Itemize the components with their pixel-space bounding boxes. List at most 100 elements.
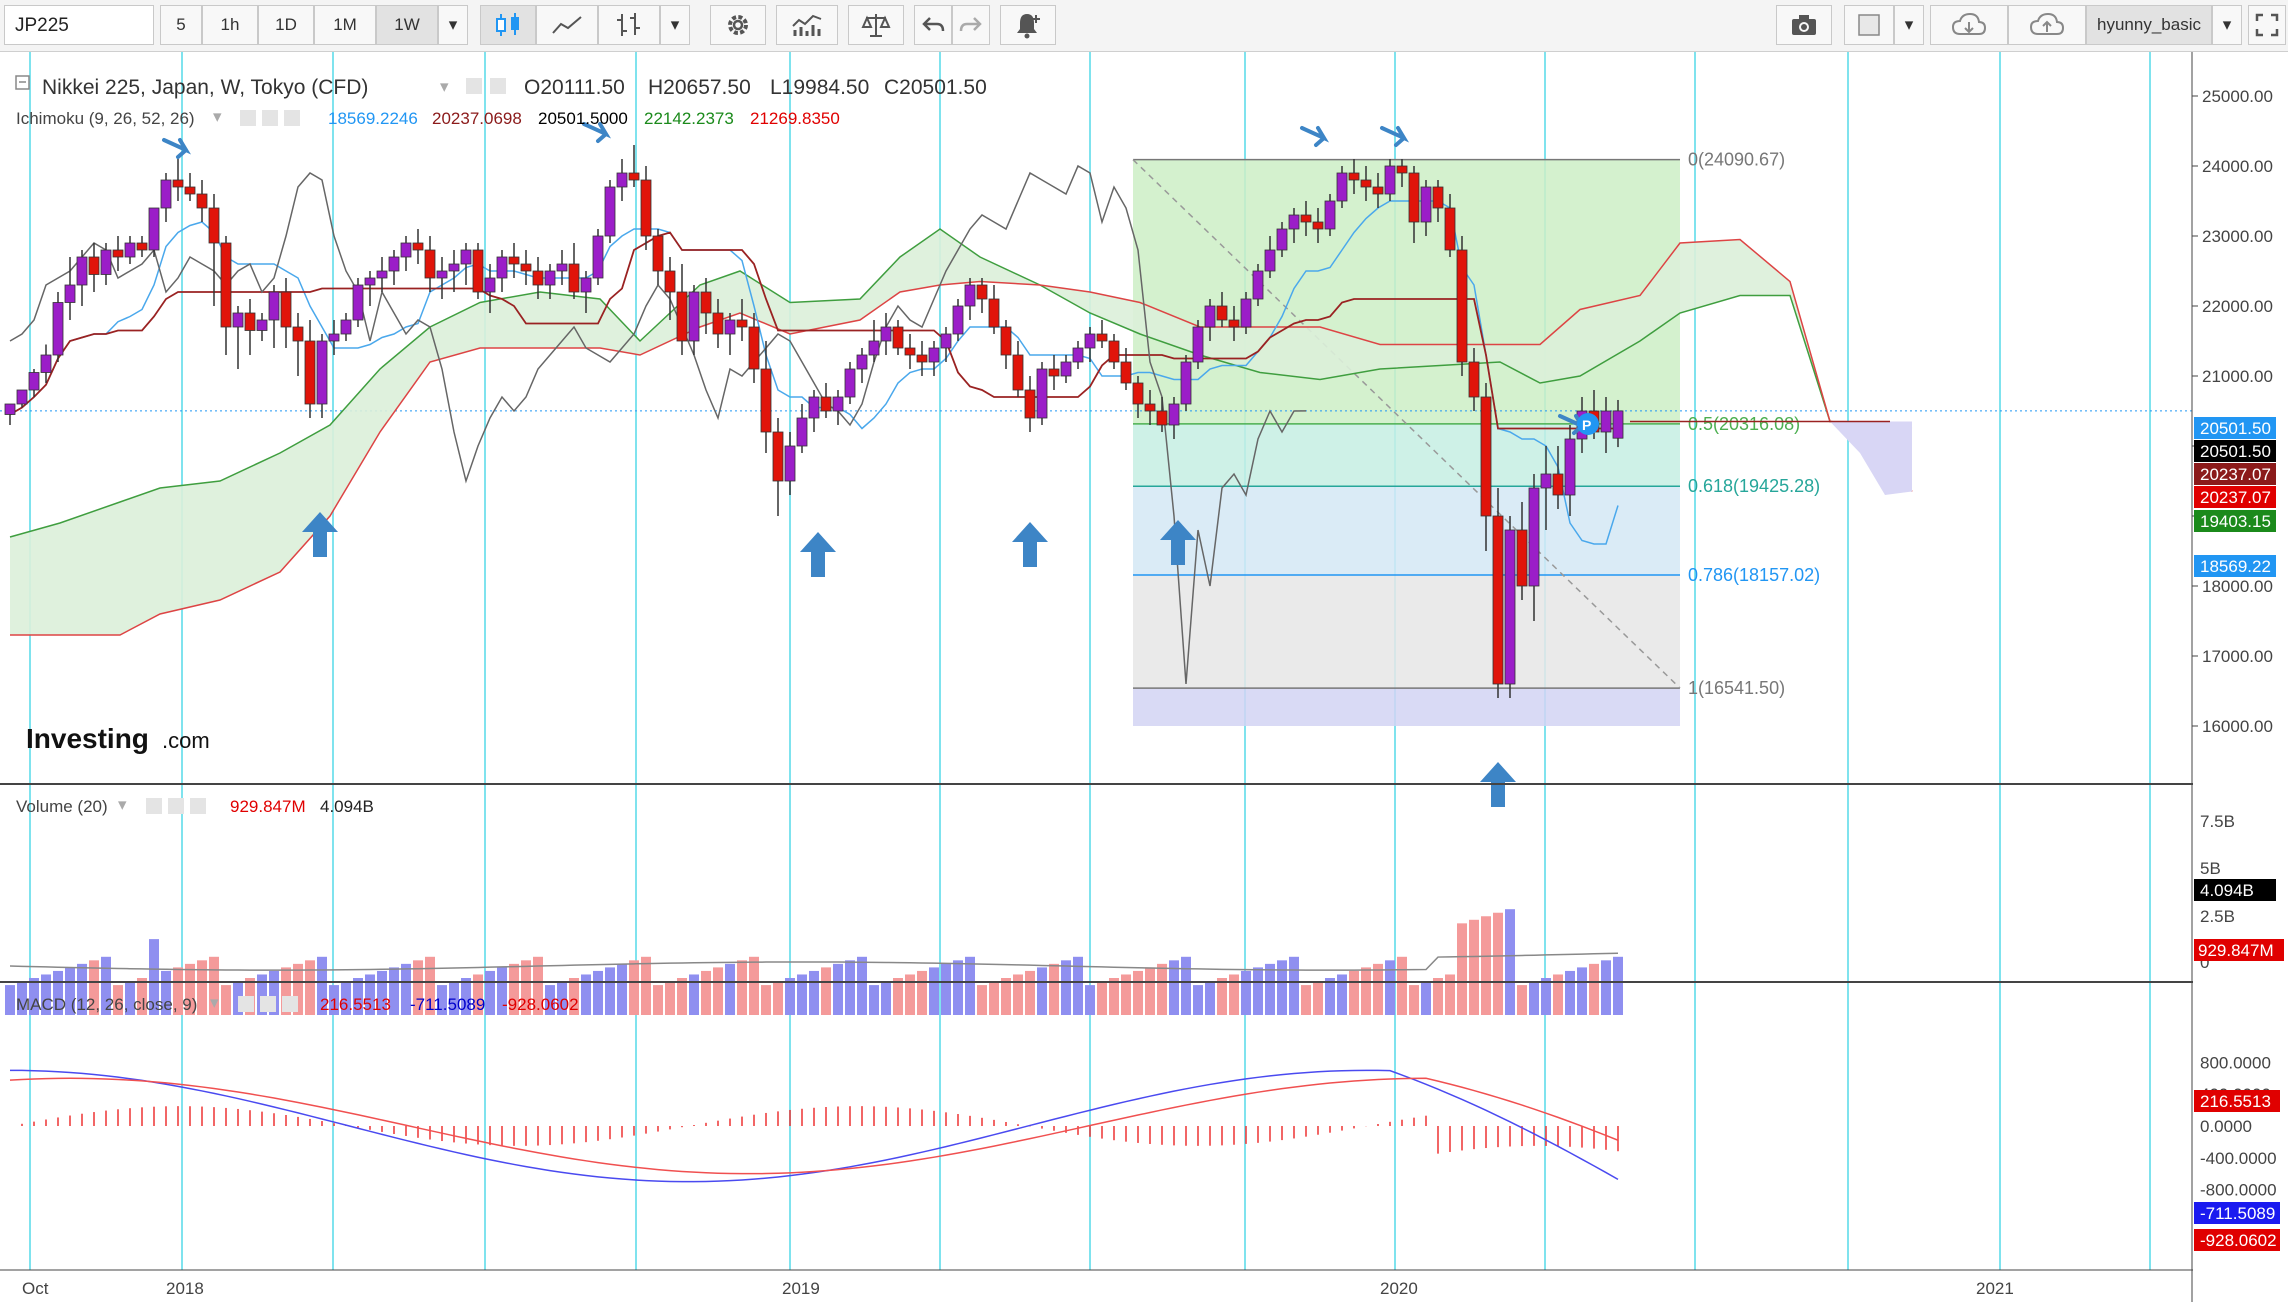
macd-badge-label: -928.0602 [2200,1231,2277,1250]
bar-type-icon[interactable] [598,5,660,45]
candle-body [1540,473,1552,489]
interval-dropdown-icon[interactable]: ▾ [438,5,468,45]
chart-area[interactable]: 0(24090.67) 0.5(20316.08) 0.618(19425.28) 0… [0,52,2288,1302]
close-icon[interactable] [190,798,206,814]
candles-icon[interactable] [480,5,536,45]
eye-icon[interactable] [240,110,256,126]
time-axis-label: 2020 [1380,1279,1418,1298]
volume-bar [773,981,783,1015]
macd-value-3: -928.0602 [502,995,579,1014]
price-badge-label: 18569.22 [2200,557,2271,576]
eye-icon[interactable] [146,798,162,814]
chevron-down-icon[interactable]: ▾ [210,993,219,1012]
chevron-down-icon[interactable]: ▾ [118,795,127,814]
line-chart-icon[interactable] [536,5,598,45]
volume-bar [209,956,219,1015]
price-axis: 25000.00 24000.00 23000.00 22000.00 21000.00… [2192,87,2276,736]
macd-value-2: -711.5089 [410,995,485,1014]
volume-bar [1013,974,1023,1015]
candle-body [520,263,532,272]
settings-icon[interactable] [710,5,766,45]
candle-body [28,372,40,391]
gear-icon[interactable] [260,996,276,1012]
cloud-upload-icon[interactable] [2008,5,2086,45]
compare-icon[interactable] [848,5,904,45]
interval-1w-button[interactable]: 1W [376,5,438,45]
symbol-title: Nikkei 225, Japan, W, Tokyo (CFD) [42,76,368,99]
macd-value-1: 216.5513 [320,995,391,1014]
candle-body [460,249,472,265]
alert-icon[interactable] [1000,5,1056,45]
volume-badge [2194,939,2284,961]
volume-bar [89,960,99,1015]
volume-bar [689,974,699,1015]
interval-5-button[interactable]: 5 [160,5,202,45]
candle-body [1216,305,1228,321]
eye-icon[interactable] [466,78,482,94]
volume-bar [1145,967,1155,1015]
volume-tick-label: 7.5B [2200,812,2235,831]
price-tick-label: 18000.00 [2202,577,2273,596]
candle-body [1384,165,1396,195]
user-menu-button[interactable]: hyunny_basic [2086,5,2212,45]
pointer-arrow-icon [1380,126,1410,147]
volume-bar [1265,963,1275,1015]
interval-1d-button[interactable]: 1D [258,5,314,45]
camera-icon[interactable] [1776,5,1832,45]
volume-bar [257,974,267,1015]
volume-bar [821,967,831,1015]
chevron-down-icon[interactable]: ▾ [440,77,449,96]
candle-body [400,242,412,258]
gear-icon[interactable] [168,798,184,814]
candle-body [844,368,856,398]
close-icon[interactable] [284,110,300,126]
volume-bar [1541,978,1551,1015]
bar-type-dropdown-icon[interactable]: ▾ [660,5,690,45]
volume-bar [593,970,603,1015]
symbol-input[interactable]: JP225 [4,5,154,45]
close-icon[interactable] [282,996,298,1012]
redo-icon[interactable] [952,5,990,45]
up-arrow-icon [302,512,338,557]
volume-bar [1301,985,1311,1015]
volume-bar [1277,960,1287,1015]
collapse-icon[interactable] [15,75,30,90]
candle-body [700,291,712,314]
color-square-icon[interactable] [1844,5,1894,45]
interval-1m-button[interactable]: 1M [314,5,376,45]
volume-bar [1229,974,1239,1015]
candle-body [1156,410,1168,426]
chevron-down-icon[interactable]: ▾ [213,107,222,126]
fibonacci-retracement[interactable]: 0(24090.67) 0.5(20316.08) 0.618(19425.28) 0… [0,150,2192,726]
cloud-download-icon[interactable] [1930,5,2008,45]
candle-body [148,207,160,251]
candle-body [532,270,544,286]
volume-bar [1025,970,1035,1015]
volume-bar [509,963,519,1015]
candle-body [160,179,172,209]
volume-bar [653,985,663,1015]
candle-body [448,263,460,272]
candle-body [940,333,952,349]
candle-body [1492,515,1504,685]
color-dropdown-icon[interactable]: ▾ [1894,5,1924,45]
candle-body [856,354,868,370]
user-dropdown-icon[interactable]: ▾ [2212,5,2242,45]
candle-body [580,277,592,293]
interval-1h-button[interactable]: 1h [202,5,258,45]
gear-icon[interactable] [490,78,506,94]
fullscreen-icon[interactable] [2248,5,2286,45]
price-badge [2194,555,2276,577]
volume-bar [1325,978,1335,1015]
volume-bar [629,960,639,1015]
undo-icon[interactable] [914,5,952,45]
volume-bar [1505,909,1515,1015]
candle-body [1180,361,1192,405]
candle-body [88,256,100,275]
eye-icon[interactable] [238,996,254,1012]
gear-icon[interactable] [262,110,278,126]
volume-bar [1121,974,1131,1015]
cloud-fill [10,229,1912,635]
volume-bar [353,978,363,1015]
indicators-icon[interactable] [776,5,838,45]
